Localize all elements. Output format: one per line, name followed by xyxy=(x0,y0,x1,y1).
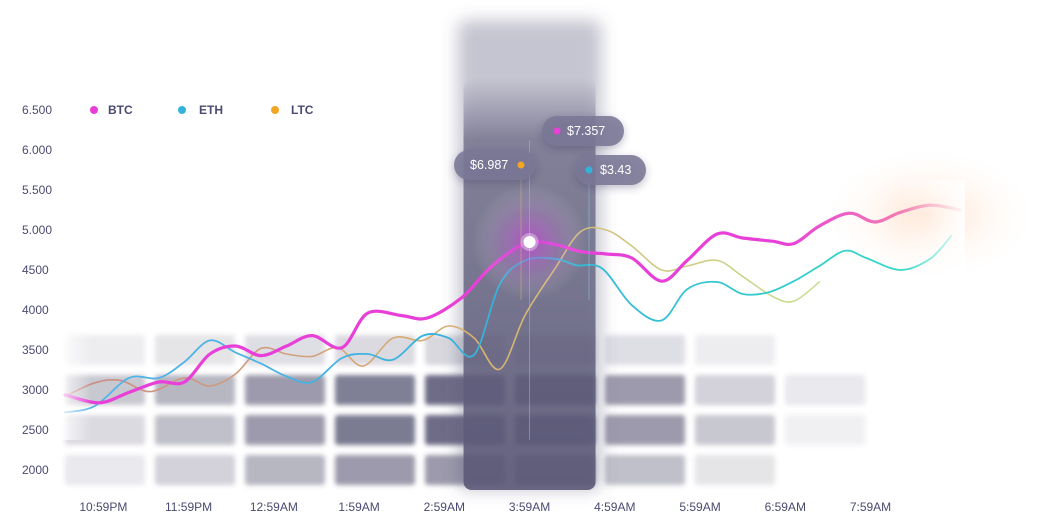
background-tile xyxy=(155,455,235,485)
background-tile xyxy=(335,455,415,485)
tooltip-btc-value: $7.357 xyxy=(567,124,605,138)
x-tick-label: 10:59PM xyxy=(79,500,127,514)
tooltip-eth: $3.43 xyxy=(575,155,646,185)
tooltip-eth-value: $3.43 xyxy=(600,163,631,177)
x-tick-label: 5:59AM xyxy=(679,500,720,514)
legend-item-btc[interactable]: BTC xyxy=(90,103,133,117)
x-tick-label: 12:59AM xyxy=(250,500,298,514)
legend: BTC ETH LTC xyxy=(90,103,314,117)
ltc-dot-icon xyxy=(517,161,525,169)
y-tick-label: 6.000 xyxy=(22,143,52,157)
y-tick-label: 5.500 xyxy=(22,183,52,197)
background-tile xyxy=(245,455,325,485)
btc-dot-icon xyxy=(90,106,98,114)
x-axis-ticks: 10:59PM 11:59PM 12:59AM 1:59AM 2:59AM 3:59AM 4… xyxy=(79,500,891,514)
legend-label-ltc: LTC xyxy=(291,103,314,117)
x-tick-label: 2:59AM xyxy=(424,500,465,514)
y-axis-ticks: 6.500 6.000 5.500 5.000 4500 4000 3500 3000 2500… xyxy=(22,103,52,477)
legend-label-eth: ETH xyxy=(199,103,223,117)
y-tick-label: 4000 xyxy=(22,303,49,317)
tooltip-btc: $7.357 xyxy=(542,116,624,146)
y-tick-label: 6.500 xyxy=(22,103,52,117)
y-tick-label: 2500 xyxy=(22,423,49,437)
x-tick-label: 6:59AM xyxy=(765,500,806,514)
x-tick-label: 4:59AM xyxy=(594,500,635,514)
y-tick-label: 5.000 xyxy=(22,223,52,237)
tooltips: $6.987 $7.357 $3.43 xyxy=(454,116,646,185)
eth-dot-icon xyxy=(178,106,186,114)
x-tick-label: 3:59AM xyxy=(509,500,550,514)
ltc-dot-icon xyxy=(271,106,279,114)
btc-dot-icon xyxy=(553,127,561,135)
legend-item-ltc[interactable]: LTC xyxy=(271,103,314,117)
x-tick-label: 7:59AM xyxy=(850,500,891,514)
legend-item-eth[interactable]: ETH xyxy=(178,103,223,117)
y-tick-label: 3500 xyxy=(22,343,49,357)
highlight-point[interactable] xyxy=(523,236,536,248)
background-tile xyxy=(65,455,145,485)
legend-label-btc: BTC xyxy=(108,103,133,117)
y-tick-label: 4500 xyxy=(22,263,49,277)
tooltip-ltc: $6.987 xyxy=(454,150,536,180)
eth-dot-icon xyxy=(585,166,593,174)
y-tick-label: 3000 xyxy=(22,383,49,397)
x-tick-label: 11:59PM xyxy=(165,500,212,514)
x-tick-label: 1:59AM xyxy=(338,500,379,514)
tooltip-ltc-value: $6.987 xyxy=(470,158,508,172)
highlight-markers xyxy=(471,140,590,440)
y-tick-label: 2000 xyxy=(22,463,49,477)
